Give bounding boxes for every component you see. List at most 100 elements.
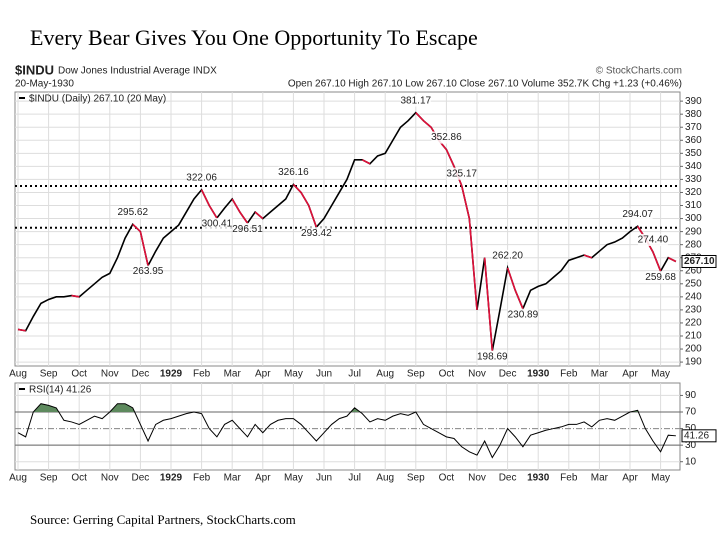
down-segment	[132, 223, 141, 233]
down-segment	[468, 218, 478, 310]
x-tick-label: Dec	[499, 369, 517, 380]
x-tick-label: Sep	[40, 369, 58, 380]
x-tick-label: Sep	[407, 473, 425, 484]
x-tick-label: Aug	[9, 473, 27, 484]
y-tick-label: 210	[685, 331, 702, 342]
y-tick-label: 90	[685, 390, 697, 401]
y-tick-label: 30	[685, 440, 697, 451]
x-tick-label: 1930	[527, 473, 550, 484]
data-label: 262.20	[492, 251, 523, 262]
y-tick-label: 220	[685, 318, 702, 329]
down-segment	[208, 205, 218, 219]
x-tick-label: Dec	[132, 369, 150, 380]
legend: RSI(14) 41.26	[29, 385, 92, 396]
x-tick-label: Jun	[316, 369, 332, 380]
down-segment	[652, 251, 662, 272]
x-tick-label: Aug	[376, 369, 394, 380]
last-value-label: 41.26	[684, 430, 709, 441]
x-tick-label: Mar	[591, 473, 609, 484]
x-tick-label: Sep	[40, 473, 58, 484]
x-tick-label: Dec	[132, 473, 150, 484]
y-tick-label: 240	[685, 291, 702, 302]
down-segment	[200, 189, 210, 206]
data-label-bg	[400, 94, 431, 107]
data-label: 325.17	[446, 168, 477, 179]
down-segment	[239, 211, 249, 224]
x-tick-label: Mar	[591, 369, 609, 380]
down-segment	[422, 120, 432, 128]
down-segment	[460, 185, 471, 219]
data-label: 352.86	[431, 132, 462, 143]
legend-swatch	[19, 97, 25, 99]
data-label-bg	[117, 206, 148, 219]
quote-date: 20-May-1930	[15, 79, 74, 90]
down-segment	[583, 254, 593, 259]
down-segment	[445, 149, 455, 167]
data-label-bg	[645, 271, 676, 284]
y-tick-label: 330	[685, 174, 702, 185]
panel-frame	[14, 382, 681, 471]
down-segment	[139, 231, 149, 266]
y-tick-label: 290	[685, 226, 702, 237]
x-tick-label: May	[651, 369, 670, 380]
credit: © StockCharts.com	[596, 66, 682, 77]
down-segment	[17, 328, 26, 332]
x-tick-label: Dec	[499, 473, 517, 484]
down-segment	[667, 256, 677, 263]
x-tick-label: Oct	[439, 473, 455, 484]
quote-line: Open 267.10 High 267.10 Low 267.10 Close…	[288, 79, 682, 90]
x-tick-label: Jul	[348, 369, 361, 380]
x-tick-label: Nov	[468, 369, 486, 380]
down-segment	[254, 211, 264, 220]
data-label: 230.89	[508, 309, 539, 320]
legend: $INDU (Daily) 267.10 (20 May)	[29, 94, 166, 105]
x-tick-label: Feb	[560, 369, 578, 380]
y-tick-label: 50	[685, 423, 697, 434]
down-segment	[231, 198, 241, 213]
data-label-bg	[278, 166, 309, 179]
y-tick-label: 370	[685, 122, 702, 133]
x-tick-label: Oct	[71, 473, 87, 484]
source: Source: Gerring Capital Partners, StockC…	[30, 512, 296, 527]
x-tick-label: Nov	[101, 369, 119, 380]
data-label: 296.51	[232, 224, 263, 235]
x-tick-label: Apr	[622, 473, 638, 484]
x-tick-label: Jun	[316, 473, 332, 484]
x-tick-label: 1930	[527, 369, 550, 380]
chart-title: Every Bear Gives You One Opportunity To …	[30, 25, 478, 50]
last-value-tag	[681, 254, 717, 268]
data-label-bg	[133, 265, 164, 278]
rsi-line	[17, 403, 676, 459]
data-label: 198.69	[477, 351, 508, 362]
y-tick-label: 340	[685, 161, 702, 172]
y-tick-label: 250	[685, 278, 702, 289]
data-label-bg	[492, 249, 523, 262]
data-label-bg	[507, 308, 538, 321]
y-tick-label: 10	[685, 456, 697, 467]
price-line	[17, 111, 677, 351]
down-segment	[506, 267, 517, 291]
data-label-bg	[637, 233, 668, 246]
data-label: 326.16	[278, 167, 309, 178]
x-tick-label: Feb	[193, 473, 211, 484]
data-label: 300.41	[202, 219, 233, 230]
data-label-bg	[201, 218, 232, 231]
y-tick-label: 380	[685, 109, 702, 120]
instrument-name: Dow Jones Industrial Average INDX	[58, 66, 217, 77]
x-tick-label: Oct	[439, 369, 455, 380]
x-tick-label: Mar	[224, 369, 242, 380]
data-label-bg	[232, 223, 263, 236]
y-tick-label: 310	[685, 200, 702, 211]
legend-swatch	[19, 388, 25, 390]
down-segment	[514, 290, 524, 310]
symbol: $INDU	[15, 62, 54, 77]
x-tick-label: Oct	[71, 369, 87, 380]
y-tick-label: 260	[685, 265, 702, 276]
down-segment	[361, 159, 371, 165]
x-tick-label: 1929	[160, 369, 183, 380]
down-segment	[300, 192, 310, 206]
data-label-bg	[446, 167, 477, 180]
data-label: 322.06	[186, 172, 217, 183]
data-label: 263.95	[133, 266, 164, 277]
y-tick-label: 320	[685, 187, 702, 198]
